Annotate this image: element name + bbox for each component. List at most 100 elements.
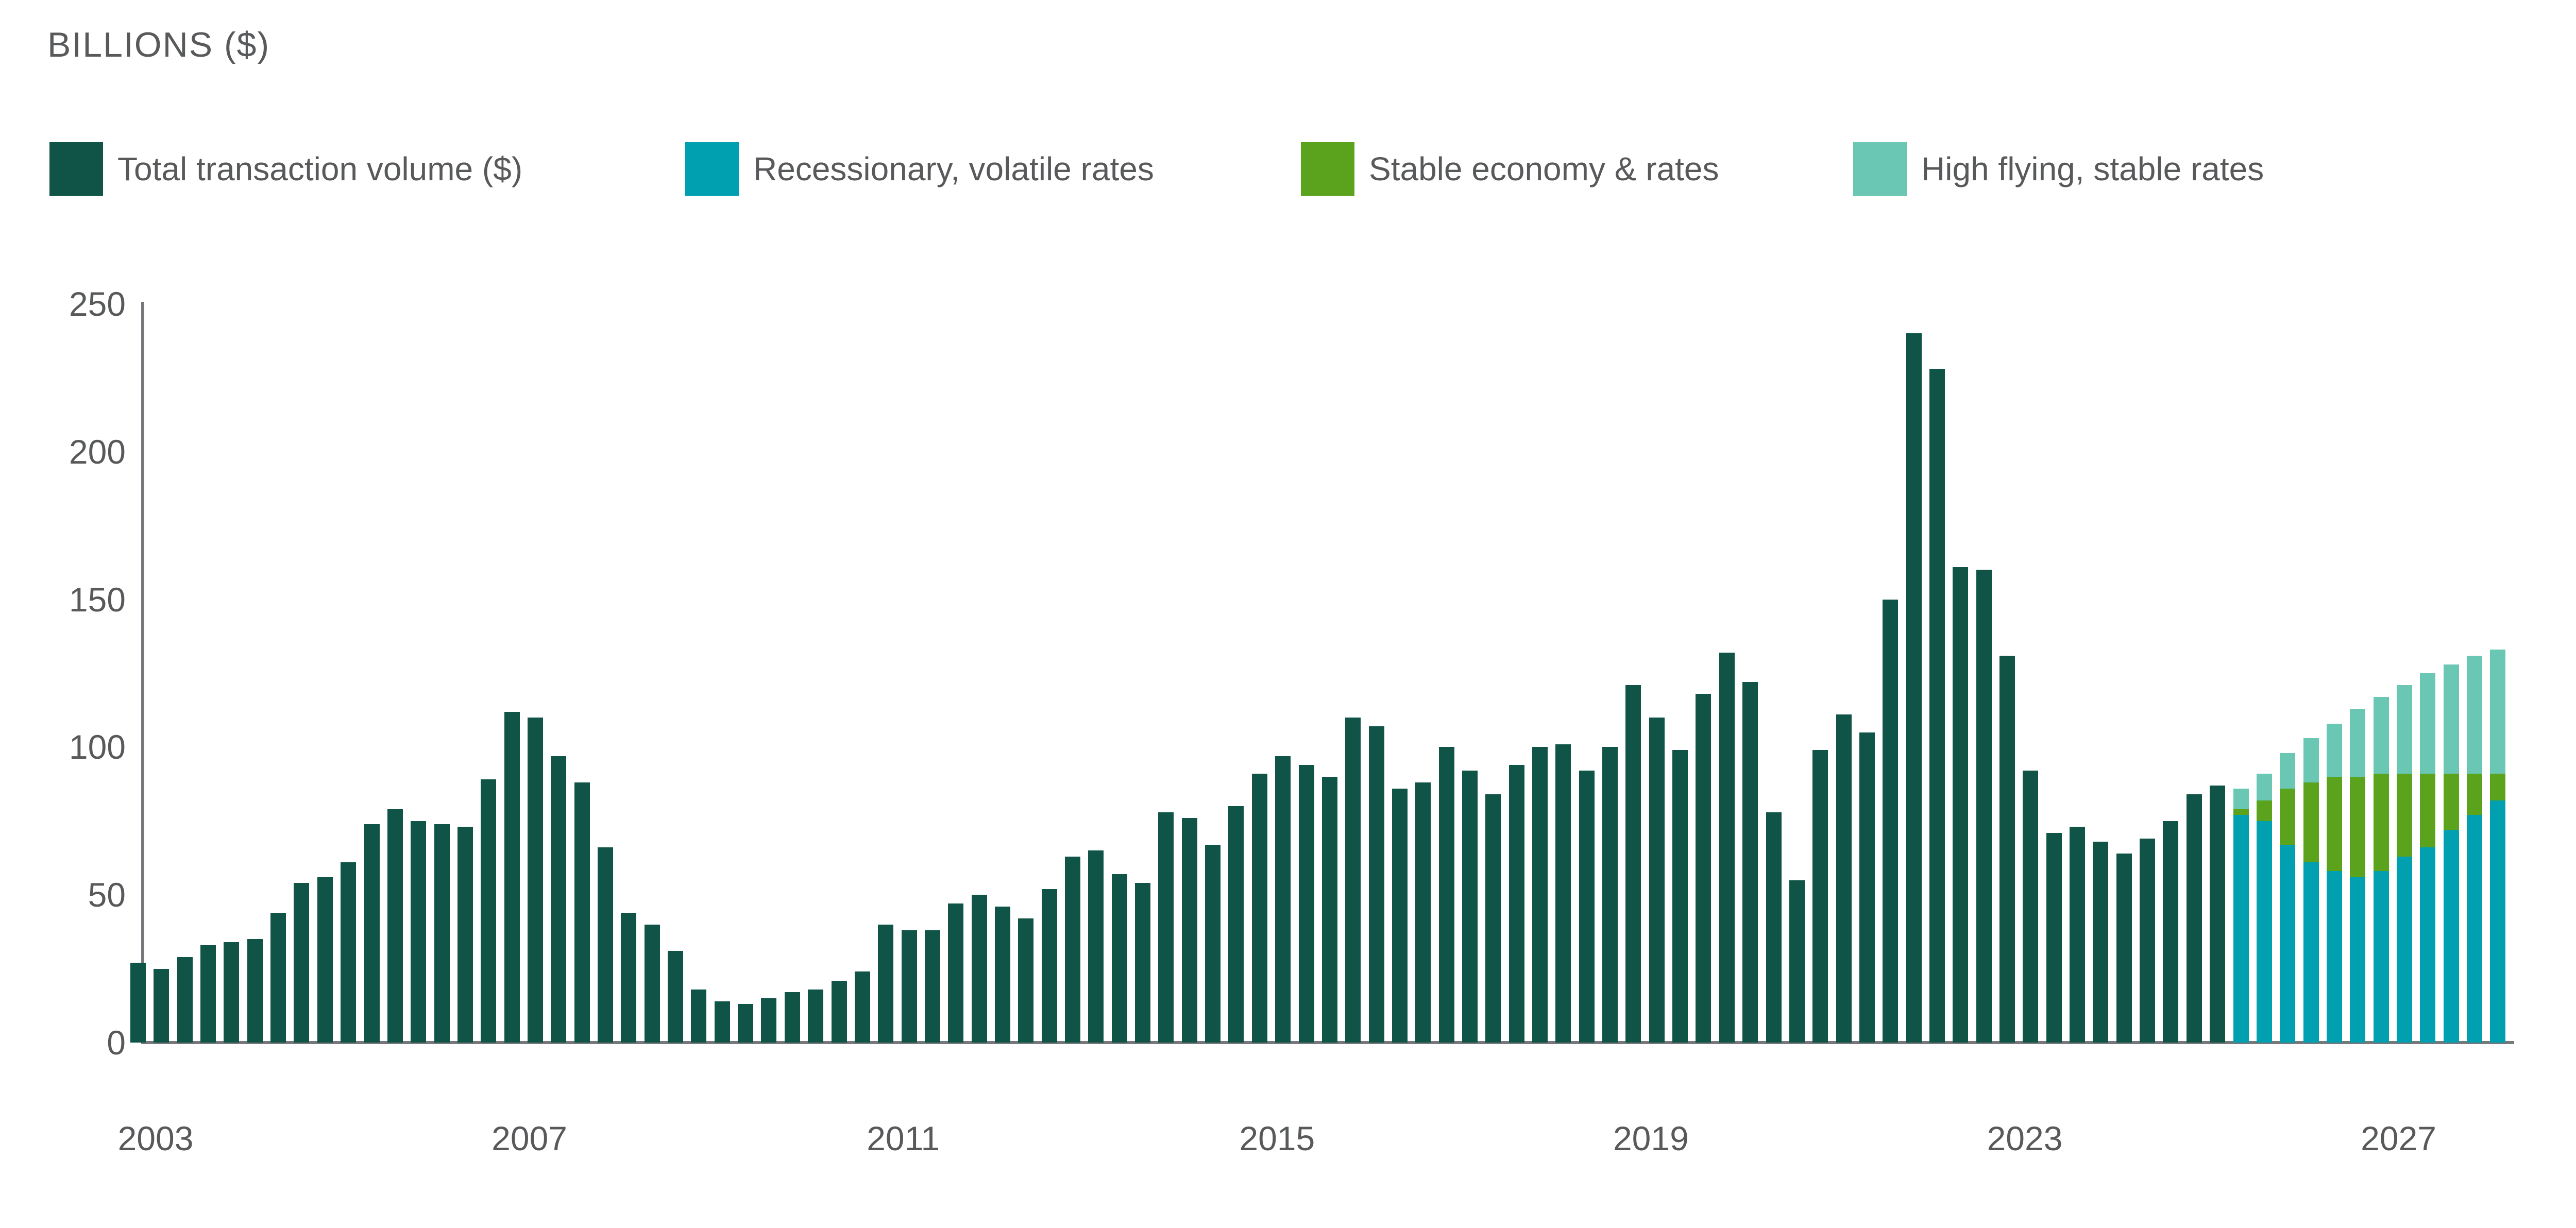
bar-forecast-2025-q3 <box>2233 788 2249 1043</box>
bar-2017-q1 <box>1438 747 1454 1043</box>
bar-segment-high-flying-2027-q3 <box>2420 673 2436 774</box>
bar-segment-stable-economy-2027-q2 <box>2396 774 2412 857</box>
bar-segment-stable-economy-2025-q4 <box>2256 800 2272 821</box>
x-axis-tick-2023: 2023 <box>1987 1119 2063 1157</box>
legend-swatch-high-flying-stable-rates <box>1853 142 1907 196</box>
bar-2021-q4 <box>1883 599 1899 1043</box>
bar-2015-q2 <box>1275 756 1291 1043</box>
bar-2024-q3 <box>2140 839 2156 1043</box>
bar-2011-q3 <box>924 930 940 1043</box>
bar-2007-q4 <box>574 782 590 1043</box>
bar-2009-q3 <box>738 1004 754 1043</box>
bar-2016-q1 <box>1345 718 1361 1043</box>
bar-2014-q4 <box>1228 806 1244 1043</box>
bar-2013-q4 <box>1135 883 1151 1043</box>
bar-forecast-2027-q3 <box>2420 673 2436 1043</box>
bar-segment-high-flying-2026-q4 <box>2350 708 2366 777</box>
bar-segment-recessionary-2027-q3 <box>2420 847 2436 1043</box>
legend-swatch-total-transaction-volume <box>49 142 103 196</box>
legend-swatch-stable-economy-rates <box>1301 142 1354 196</box>
bar-2019-q2 <box>1649 718 1665 1043</box>
bar-2022-q4 <box>1976 570 1992 1043</box>
bar-forecast-2027-q1 <box>2373 696 2389 1043</box>
bar-2020-q1 <box>1719 652 1735 1043</box>
bar-2012-q4 <box>1041 889 1057 1043</box>
bar-2005-q2 <box>341 862 357 1043</box>
bar-segment-high-flying-2028-q1 <box>2467 655 2482 774</box>
x-axis-line <box>141 1041 2514 1044</box>
bar-segment-stable-economy-2025-q3 <box>2233 809 2249 815</box>
bar-segment-stable-economy-2026-q1 <box>2280 788 2296 845</box>
bar-segment-recessionary-2026-q3 <box>2326 871 2342 1043</box>
bar-2010-q3 <box>831 980 847 1043</box>
bar-2008-q4 <box>668 951 684 1043</box>
x-axis-tick-2027: 2027 <box>2361 1119 2436 1157</box>
bar-2007-q2 <box>527 718 543 1043</box>
bar-2015-q3 <box>1298 764 1314 1043</box>
bar-2006-q3 <box>457 827 473 1043</box>
bar-segment-recessionary-2026-q2 <box>2303 862 2319 1043</box>
bar-2011-q1 <box>878 924 894 1043</box>
bar-segment-stable-economy-2026-q2 <box>2303 782 2319 863</box>
bar-2014-q1 <box>1158 812 1174 1043</box>
bar-2023-q4 <box>2070 827 2086 1043</box>
bar-2007-q3 <box>551 756 567 1043</box>
bar-forecast-2028-q1 <box>2467 655 2482 1043</box>
bar-segment-recessionary-2027-q4 <box>2443 830 2459 1043</box>
bar-segment-recessionary-2028-q1 <box>2467 815 2482 1043</box>
bar-2012-q2 <box>994 907 1010 1043</box>
legend-item-stable-economy-rates: Stable economy & rates <box>1301 142 1719 197</box>
bar-segment-high-flying-2027-q4 <box>2443 664 2459 774</box>
bar-segment-high-flying-2026-q1 <box>2280 753 2296 789</box>
legend-item-high-flying-stable-rates: High flying, stable rates <box>1853 142 2264 197</box>
bar-2003-q4 <box>200 945 216 1043</box>
bar-2003-q1 <box>130 963 146 1043</box>
bar-segment-stable-economy-2028-q2 <box>2490 774 2506 800</box>
legend: Total transaction volume ($) Recessionar… <box>0 142 2576 199</box>
bar-2004-q4 <box>294 883 310 1043</box>
bar-segment-high-flying-2025-q4 <box>2256 774 2272 800</box>
legend-item-total-transaction-volume: Total transaction volume ($) <box>49 142 522 197</box>
y-axis-tick-150: 150 <box>69 580 126 619</box>
bar-forecast-2027-q4 <box>2443 664 2459 1043</box>
bar-2009-q2 <box>714 1001 730 1043</box>
bar-2010-q2 <box>808 989 824 1043</box>
bar-2023-q3 <box>2046 832 2062 1043</box>
legend-label-stable-economy-rates: Stable economy & rates <box>1369 150 1719 187</box>
bar-2022-q1 <box>1906 333 1922 1043</box>
chart-title: BILLIONS ($) <box>47 25 270 64</box>
y-axis-tick-0: 0 <box>107 1024 126 1062</box>
bar-2020-q4 <box>1789 880 1805 1043</box>
bar-2022-q3 <box>1953 567 1969 1043</box>
legend-label-recessionary-volatile-rates: Recessionary, volatile rates <box>753 150 1154 187</box>
legend-swatch-recessionary-volatile-rates <box>685 142 739 196</box>
bar-2024-q1 <box>2093 841 2109 1043</box>
bar-2017-q4 <box>1509 764 1524 1043</box>
bar-2016-q4 <box>1415 782 1431 1043</box>
bar-segment-recessionary-2025-q3 <box>2233 815 2249 1043</box>
y-axis-tick-100: 100 <box>69 728 126 766</box>
bar-2005-q4 <box>387 809 403 1043</box>
bar-2019-q1 <box>1625 685 1641 1043</box>
bar-2009-q1 <box>691 989 707 1043</box>
bar-segment-recessionary-2025-q4 <box>2256 821 2272 1043</box>
bar-2012-q3 <box>1018 918 1034 1043</box>
bar-segment-stable-economy-2027-q1 <box>2373 774 2389 872</box>
bar-2003-q3 <box>177 957 193 1043</box>
bar-2025-q1 <box>2186 794 2202 1043</box>
bar-2017-q2 <box>1462 771 1478 1043</box>
y-axis-tick-50: 50 <box>88 876 126 914</box>
bar-2005-q1 <box>317 877 333 1043</box>
y-axis-tick-250: 250 <box>69 285 126 323</box>
bar-2010-q4 <box>854 971 870 1043</box>
bar-2013-q2 <box>1088 850 1104 1043</box>
bar-2015-q1 <box>1251 774 1267 1043</box>
bar-segment-recessionary-2027-q2 <box>2396 856 2412 1043</box>
bar-2008-q1 <box>598 847 613 1043</box>
bar-segment-stable-economy-2027-q3 <box>2420 774 2436 848</box>
bar-segment-high-flying-2028-q2 <box>2490 650 2506 774</box>
bar-2008-q2 <box>621 912 637 1043</box>
bar-forecast-2025-q4 <box>2256 774 2272 1043</box>
bar-forecast-2026-q4 <box>2350 708 2366 1043</box>
bar-2018-q4 <box>1602 747 1618 1043</box>
